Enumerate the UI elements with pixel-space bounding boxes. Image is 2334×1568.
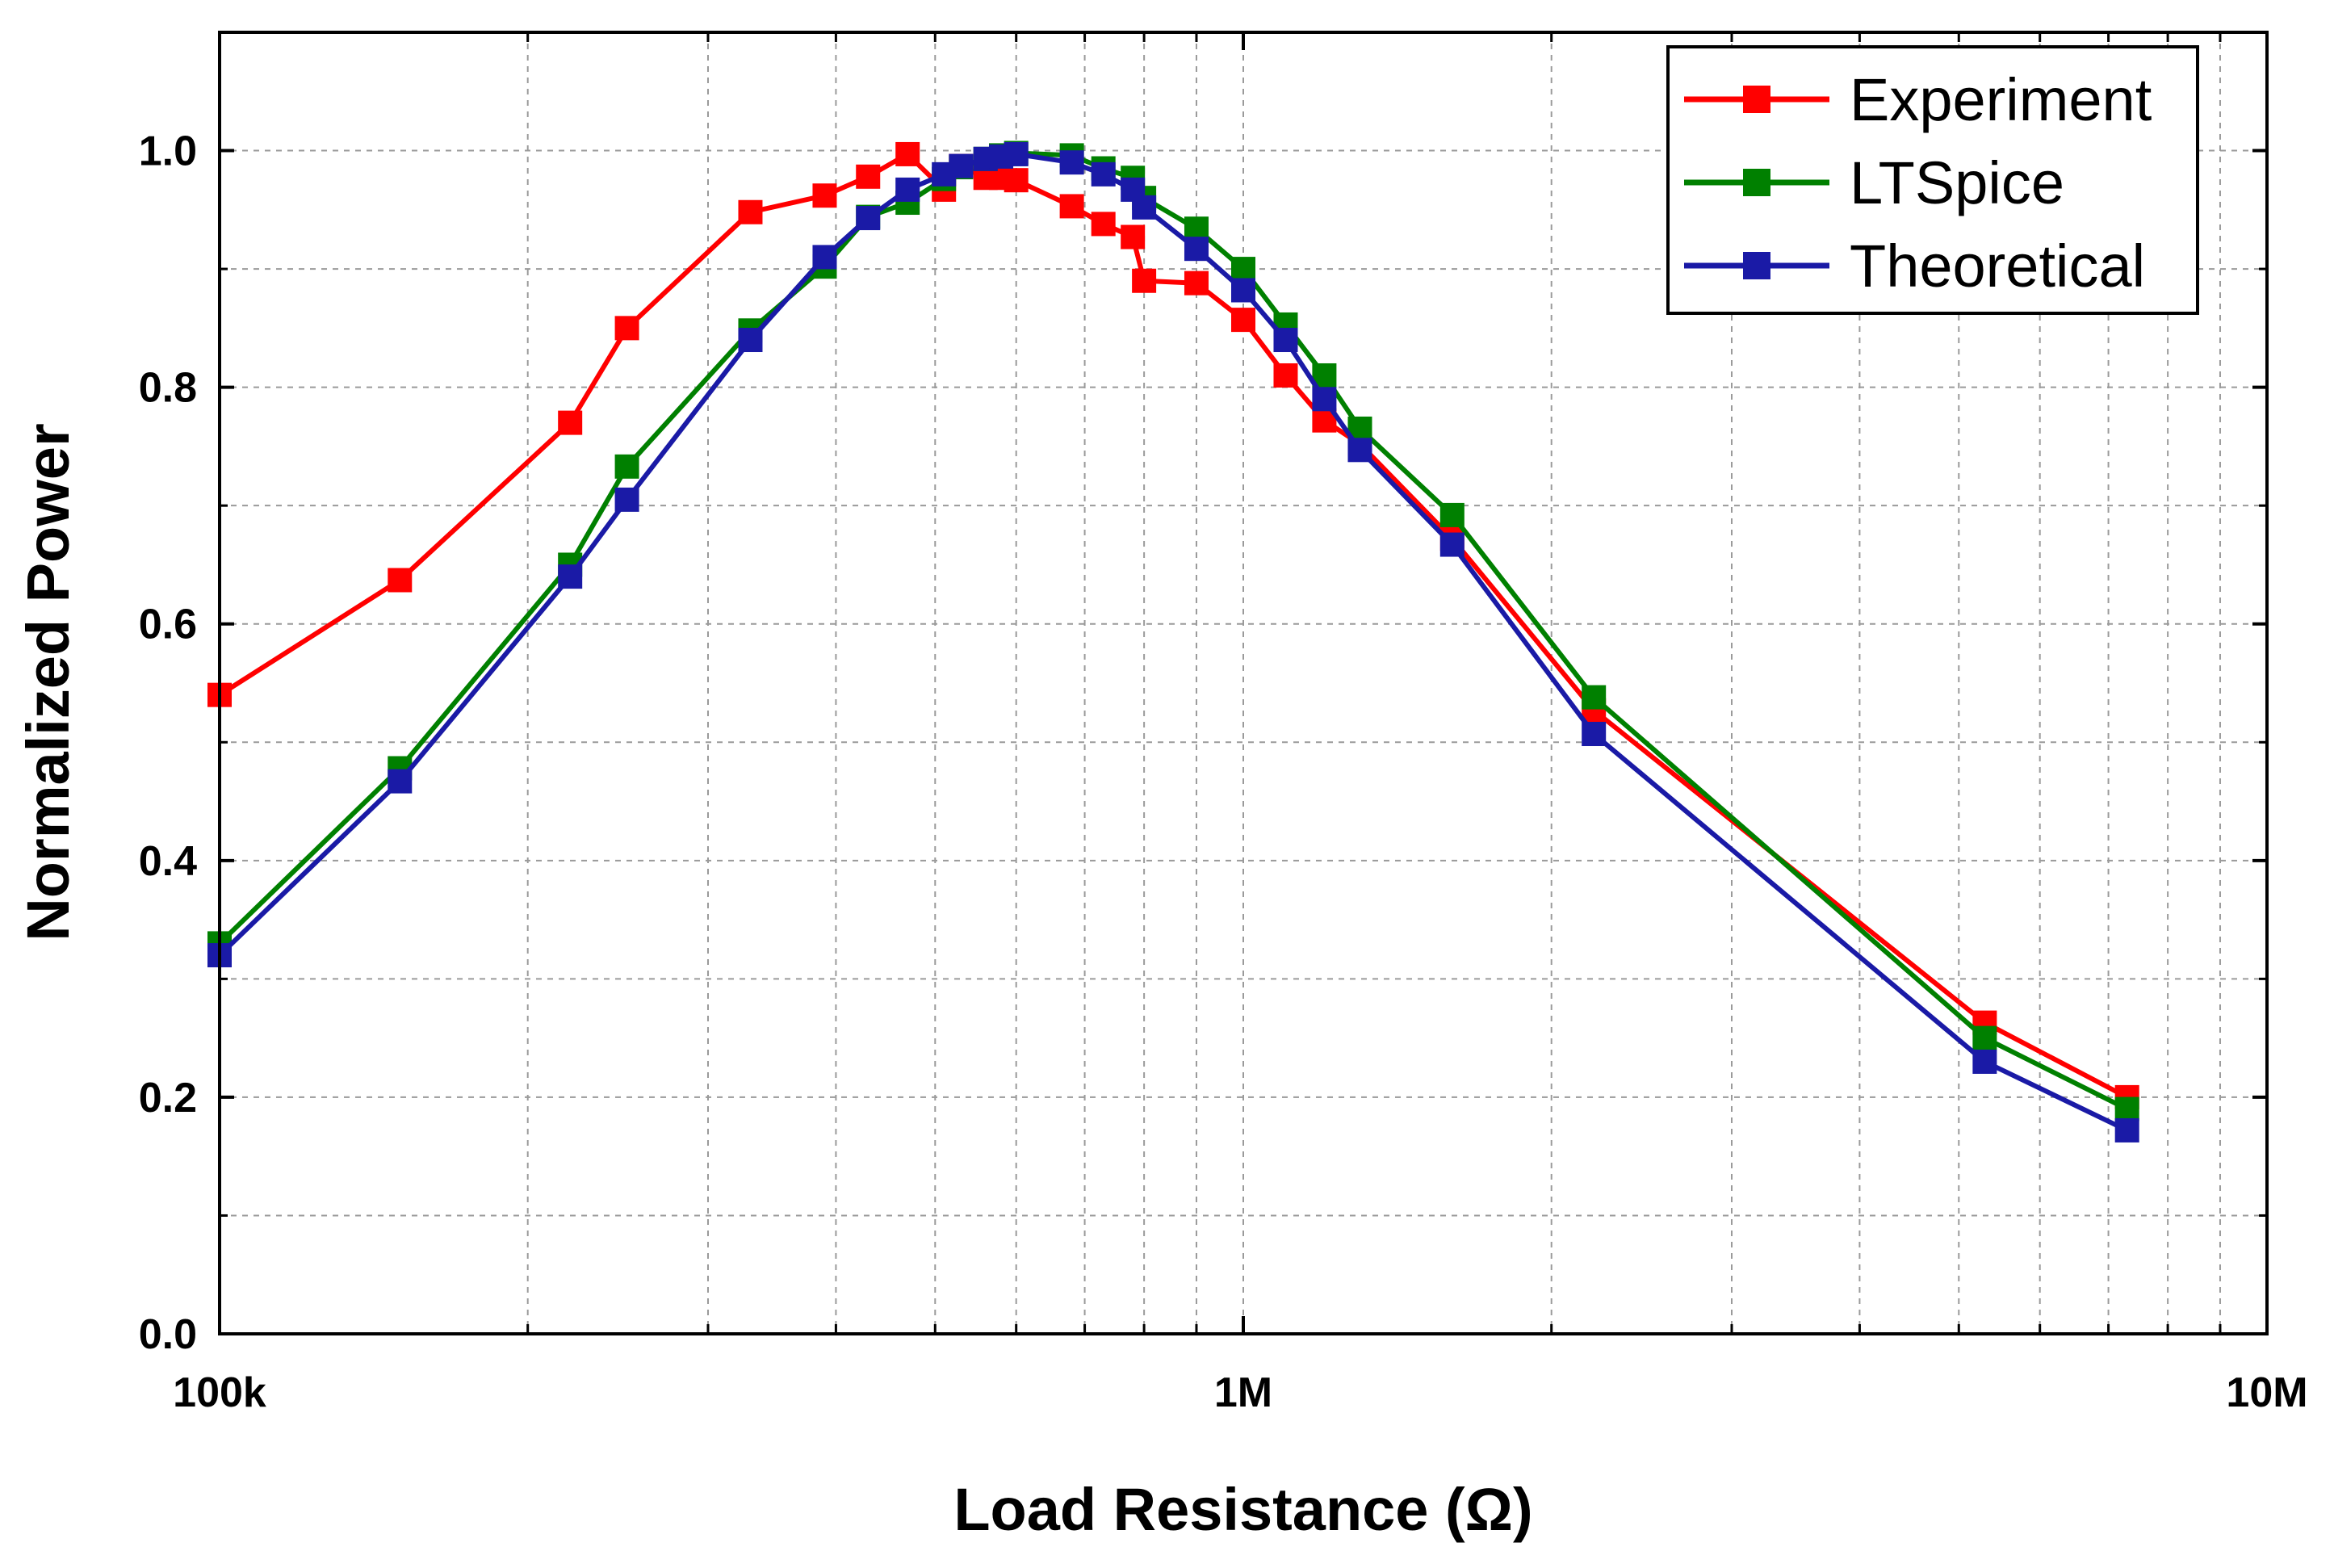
axes [218,31,2269,1335]
legend-label: Experiment [1850,66,2152,133]
data-point-experiment [1184,270,1209,296]
data-point-experiment [1273,363,1298,388]
legend-entry-ltspice: LTSpice [1684,149,2064,216]
y-tick-label: 0.6 [139,602,197,648]
data-point-theoretical [1091,161,1116,187]
data-point-theoretical [1273,328,1298,353]
y-tick-label: 0.2 [139,1075,197,1121]
tick-labels: 0.0 0.2 0.4 0.6 0.8 1.0 100k 1M 10M [139,128,2308,1416]
data-point-theoretical [1972,1049,1997,1074]
legend-entry-theoretical: Theoretical [1684,233,2145,300]
data-point-experiment [558,410,583,435]
legend-label: LTSpice [1850,149,2064,216]
data-point-theoretical [1231,278,1255,303]
data-point-theoretical [1184,237,1209,262]
data-point-theoretical [1059,150,1084,175]
data-point-theoretical [1347,438,1372,463]
data-point-experiment [1121,224,1146,249]
y-tick-label: 1.0 [139,128,197,175]
data-point-experiment [1059,194,1084,219]
y-axis-title: Normalized Power [15,423,82,941]
data-point-theoretical [949,153,974,178]
legend-label: Theoretical [1850,233,2145,300]
legend-marker [1743,169,1770,196]
data-point-theoretical [1004,141,1029,166]
series-layer [207,140,2139,1142]
data-point-ltspice [1972,1025,1997,1050]
data-point-theoretical [812,245,837,270]
data-point-theoretical [1132,195,1157,220]
y-tick-label: 0.0 [139,1311,197,1358]
series-theoretical [207,141,2139,1142]
data-point-experiment [1231,308,1255,333]
data-point-theoretical [388,769,413,794]
data-point-theoretical [1312,387,1337,412]
data-point-ltspice [1582,685,1607,710]
y-tick-label: 0.4 [139,838,197,885]
data-point-experiment [895,141,920,166]
data-point-theoretical [614,487,639,512]
data-point-experiment [856,164,881,189]
data-point-theoretical [738,328,763,353]
data-point-theoretical [895,177,920,202]
data-point-experiment [388,568,413,593]
legend-marker [1743,86,1770,113]
data-point-experiment [1004,168,1029,193]
x-tick-label: 100k [173,1369,266,1416]
data-point-experiment [812,183,837,208]
data-point-theoretical [2114,1117,2139,1142]
data-point-theoretical [856,206,881,231]
y-tick-label: 0.8 [139,365,197,412]
x-tick-label: 1M [1214,1369,1272,1416]
data-point-experiment [738,199,763,224]
data-point-theoretical [1582,722,1607,747]
data-point-experiment [1132,268,1157,293]
data-point-ltspice [614,454,639,479]
data-point-ltspice [2114,1096,2139,1121]
data-point-experiment [1091,212,1116,237]
data-point-ltspice [1439,502,1465,527]
legend-entry-experiment: Experiment [1684,66,2152,133]
x-tick-label: 10M [2226,1369,2307,1416]
data-point-experiment [614,316,639,341]
x-axis-title: Load Resistance (Ω) [953,1476,1532,1543]
data-point-theoretical [1439,532,1465,557]
data-point-theoretical [558,564,583,589]
legend: Experiment LTSpice Theoretical [1666,45,2199,315]
legend-marker [1743,252,1770,279]
data-point-ltspice [1231,257,1255,282]
